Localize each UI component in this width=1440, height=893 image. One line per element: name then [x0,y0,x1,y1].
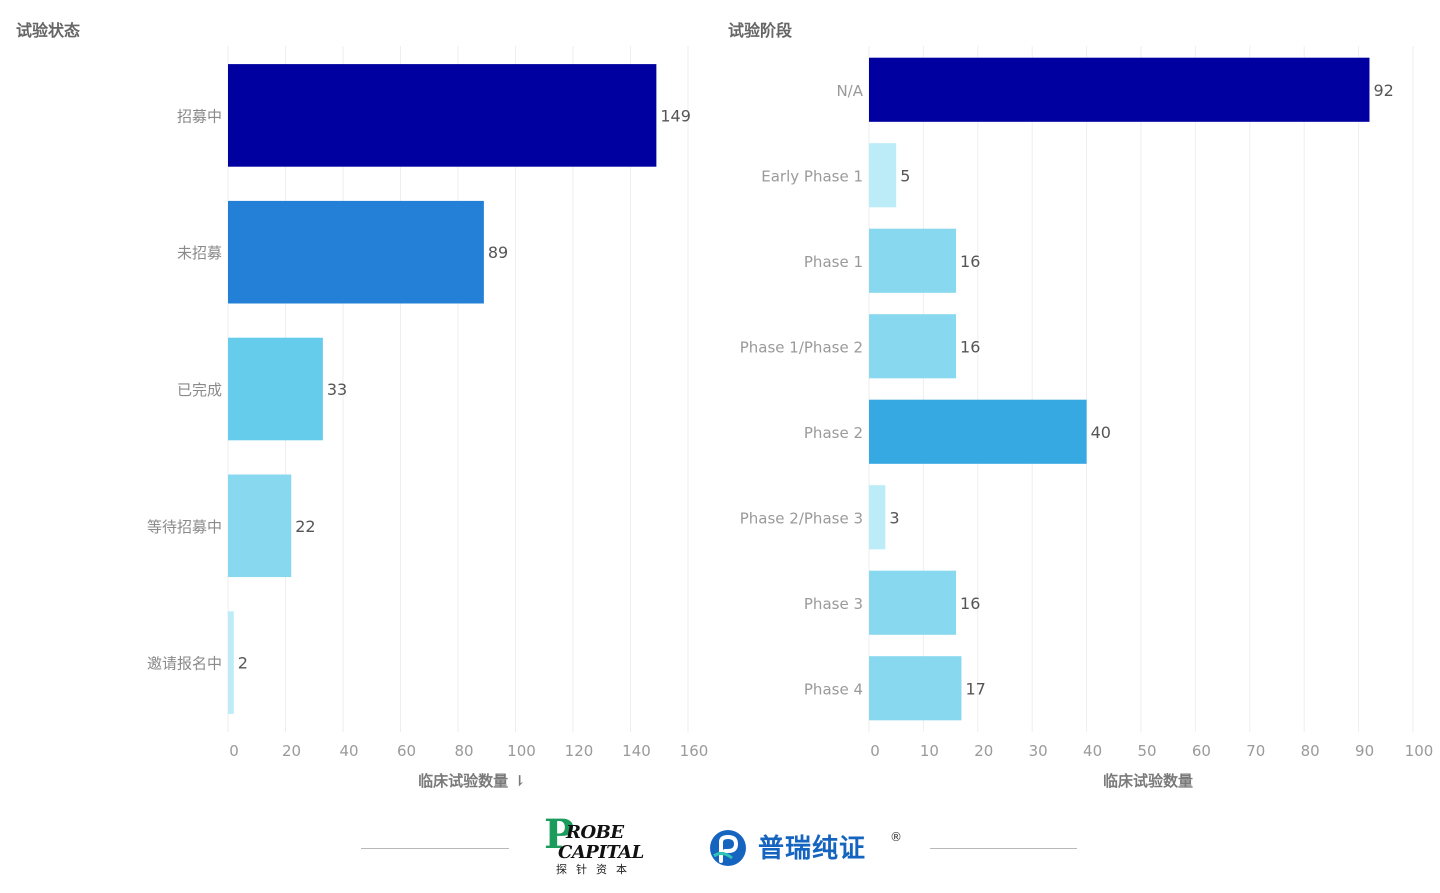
category-label-phase-3: Phase 1/Phase 2 [740,338,863,356]
bar-phase-6 [869,570,957,635]
bar-phase-1 [869,143,897,208]
x-tick-label-status-1: 20 [282,742,301,760]
bar-phase-7 [869,656,962,721]
data-label-phase-2: 16 [960,252,980,271]
data-label-phase-4: 40 [1091,423,1111,442]
x-tick-label-status-0: 0 [229,742,239,760]
category-label-phase-1: Early Phase 1 [761,167,863,185]
purui-logo: 普瑞纯证 ® [708,828,918,872]
data-label-status-1: 89 [488,243,508,262]
category-label-phase-7: Phase 4 [804,680,863,698]
probe-logo-cn: 探针资本 [556,863,636,876]
bar-status-4 [228,611,234,714]
category-label-phase-0: N/A [836,82,863,100]
category-label-status-2: 已完成 [177,381,222,399]
bar-status-2 [228,337,323,441]
data-label-status-4: 2 [238,654,248,673]
x-tick-label-phase-7: 70 [1246,742,1265,760]
bar-phase-0 [869,57,1370,122]
x-tick-label-phase-5: 50 [1137,742,1156,760]
bar-status-1 [228,200,484,304]
x-tick-label-status-5: 100 [507,742,536,760]
data-label-phase-5: 3 [889,508,899,527]
x-tick-label-status-7: 140 [622,742,651,760]
category-label-status-4: 邀请报名中 [147,655,222,673]
x-tick-label-phase-4: 40 [1083,742,1102,760]
data-label-status-2: 33 [327,380,347,399]
purui-logo-icon [710,830,746,866]
data-label-phase-0: 92 [1373,81,1393,100]
category-label-phase-6: Phase 3 [804,595,863,613]
x-tick-label-phase-1: 10 [920,742,939,760]
x-tick-label-phase-2: 20 [974,742,993,760]
x-tick-label-phase-10: 100 [1405,742,1434,760]
category-label-phase-2: Phase 1 [804,253,863,271]
data-label-status-0: 149 [660,106,691,125]
category-label-status-1: 未招募 [177,244,222,262]
footer-divider-right [930,848,1077,849]
purui-logo-registered: ® [890,830,902,844]
x-tick-label-phase-6: 60 [1192,742,1211,760]
purui-logo-text: 普瑞纯证 [758,834,867,864]
bar-status-0 [228,64,657,167]
x-axis-title-phase: 临床试验数量 [1103,772,1193,790]
category-label-status-0: 招募中 [177,107,222,125]
data-label-phase-6: 16 [960,594,980,613]
data-label-status-3: 22 [295,517,315,536]
x-tick-label-phase-3: 30 [1029,742,1048,760]
x-tick-label-phase-8: 80 [1301,742,1320,760]
x-tick-label-status-4: 80 [454,742,473,760]
x-tick-label-status-2: 40 [339,742,358,760]
probe-logo-line2: CAPITAL [558,842,644,863]
footer-divider-left [361,848,509,849]
x-tick-label-status-3: 60 [397,742,416,760]
x-tick-label-status-8: 160 [680,742,709,760]
data-label-phase-1: 5 [900,166,910,185]
chart-title-trial-phase: 试验阶段 [728,21,793,40]
bar-phase-4 [869,399,1087,464]
x-tick-label-phase-9: 90 [1355,742,1374,760]
probe-logo-line1: ROBE [566,822,624,843]
chart-title-trial-status: 试验状态 [16,21,81,40]
bar-status-3 [228,474,292,578]
category-label-phase-5: Phase 2/Phase 3 [740,509,863,527]
x-axis-title-status: 临床试验数量 ⇂ [418,772,526,790]
data-label-phase-7: 17 [965,679,985,698]
data-label-phase-3: 16 [960,337,980,356]
bar-phase-5 [869,485,886,550]
bar-phase-3 [869,314,957,379]
x-tick-label-phase-0: 0 [870,742,880,760]
probe-logo-letter: P [544,811,575,858]
x-tick-label-status-6: 120 [565,742,594,760]
category-label-status-3: 等待招募中 [147,518,222,536]
bar-phase-2 [869,228,957,293]
category-label-phase-4: Phase 2 [804,424,863,442]
probe-capital-logo: P ROBE CAPITAL 探针资本 [544,815,644,879]
